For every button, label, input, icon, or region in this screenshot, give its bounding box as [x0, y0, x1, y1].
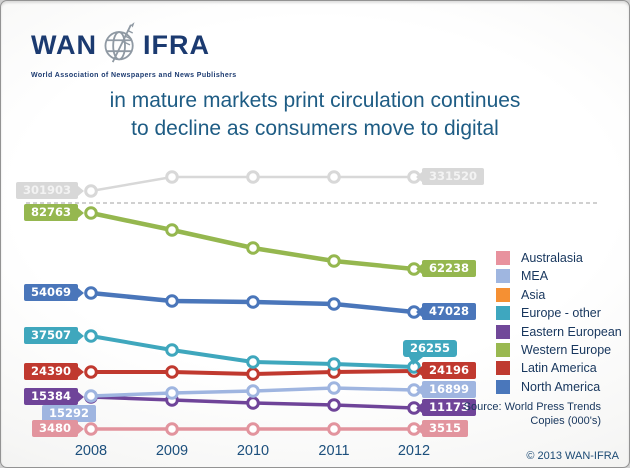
value-label-start-asia: 301903: [15, 182, 85, 199]
marker-australasia-2011: [327, 422, 341, 436]
legend-row-north-america: North America: [496, 379, 622, 394]
value-label-end-europe-other: 26255: [403, 340, 458, 365]
copyright: © 2013 WAN-IFRA: [526, 450, 619, 462]
legend-row-western-europe: Western Europe: [496, 342, 622, 357]
marker-latin-america-2008: [84, 365, 98, 379]
legend-swatch-asia: [496, 287, 510, 302]
marker-australasia-2009: [165, 422, 179, 436]
marker-europe-other-2011: [327, 357, 341, 371]
legend-swatch-latin-america: [496, 361, 510, 376]
legend-row-australasia: Australasia: [496, 251, 622, 265]
legend-swatch-europe-other: [496, 306, 510, 321]
source-note: Source: World Press Trends Copies (000's…: [464, 400, 601, 429]
marker-western-europe-2010: [246, 241, 260, 255]
value-label-start-western-europe: 82763: [23, 204, 85, 221]
legend-row-asia: Asia: [496, 287, 622, 302]
wan-ifra-logo: WAN IFRA World A: [31, 21, 237, 79]
line-western-europe: [90, 210, 415, 272]
x-label-2010: 2010: [236, 443, 270, 459]
legend-row-latin-america: Latin America: [496, 361, 622, 376]
marker-australasia-2008: [84, 422, 98, 436]
marker-mea-2011: [327, 381, 341, 395]
marker-eastern-european-2011: [327, 398, 341, 412]
logo-text-ifra: IFRA: [143, 30, 210, 60]
legend-label-europe-other: Europe - other: [521, 306, 601, 321]
value-label-end-eastern-european: 11173: [415, 399, 477, 416]
marker-eastern-european-2010: [246, 396, 260, 410]
legend-swatch-australasia: [496, 251, 510, 265]
value-label-start-north-america: 54069: [23, 284, 85, 301]
marker-western-europe-2008: [84, 206, 98, 220]
title-line-2: to decline as consumers move to digital: [131, 117, 499, 141]
legend-label-australasia: Australasia: [521, 251, 583, 265]
logo-tagline: World Association of Newspapers and News…: [31, 72, 237, 79]
value-label-start-europe-other: 37507: [23, 327, 85, 344]
legend-row-mea: MEA: [496, 269, 622, 284]
value-label-start-mea: 15292: [41, 405, 96, 422]
x-label-2009: 2009: [155, 443, 189, 459]
marker-australasia-2010: [246, 422, 260, 436]
legend-label-north-america: North America: [521, 379, 601, 394]
legend-label-asia: Asia: [521, 287, 546, 302]
legend-label-eastern-european: Eastern European: [521, 324, 622, 339]
title-line-1: in mature markets print circulation cont…: [109, 89, 521, 112]
marker-mea-2009: [165, 386, 179, 400]
legend-row-europe-other: Europe - other: [496, 306, 622, 321]
legend-swatch-western-europe: [496, 342, 510, 357]
marker-asia-2010: [246, 170, 260, 184]
marker-north-america-2008: [84, 286, 98, 300]
value-label-start-eastern-european: 15384: [23, 388, 85, 405]
marker-north-america-2010: [246, 295, 260, 309]
marker-mea-2010: [246, 384, 260, 398]
value-label-end-australasia: 3515: [415, 420, 469, 437]
value-label-start-latin-america: 24390: [23, 363, 85, 380]
legend-swatch-eastern-european: [496, 324, 510, 339]
marker-europe-other-2010: [246, 355, 260, 369]
value-label-end-asia: 331520: [415, 168, 485, 185]
marker-europe-other-2008: [84, 329, 98, 343]
legend-row-eastern-european: Eastern European: [496, 324, 622, 339]
legend-label-western-europe: Western Europe: [521, 342, 612, 357]
value-label-end-north-america: 47028: [415, 303, 477, 320]
marker-western-europe-2009: [165, 223, 179, 237]
legend-swatch-north-america: [496, 379, 510, 394]
marker-asia-2009: [165, 170, 179, 184]
marker-latin-america-2010: [246, 367, 260, 381]
marker-north-america-2009: [165, 294, 179, 308]
x-label-2008: 2008: [74, 443, 108, 459]
marker-europe-other-2009: [165, 343, 179, 357]
legend-label-mea: MEA: [521, 269, 549, 284]
marker-asia-2008: [84, 184, 98, 198]
value-label-end-latin-america: 24196: [415, 362, 477, 379]
marker-western-europe-2011: [327, 254, 341, 268]
legend-label-latin-america: Latin America: [521, 361, 597, 376]
value-label-start-australasia: 3480: [31, 420, 85, 437]
source-line-2: Copies (000's): [530, 415, 601, 428]
value-label-end-western-europe: 62238: [415, 260, 477, 277]
marker-mea-2008: [84, 389, 98, 403]
legend: Australasia MEA Asia Europe - other Eastern …: [496, 251, 622, 398]
slide-title: in mature markets print circulation cont…: [1, 87, 629, 144]
marker-asia-2011: [327, 170, 341, 184]
logo-text-wan: WAN: [31, 30, 97, 60]
x-label-2011: 2011: [318, 443, 350, 459]
x-label-2012: 2012: [397, 443, 431, 459]
value-label-end-mea: 16899: [415, 381, 477, 398]
globe-quill-icon: [100, 21, 140, 70]
marker-north-america-2011: [327, 297, 341, 311]
source-line-1: Source: World Press Trends: [463, 401, 601, 413]
marker-latin-america-2009: [165, 365, 179, 379]
legend-swatch-mea: [496, 269, 510, 284]
